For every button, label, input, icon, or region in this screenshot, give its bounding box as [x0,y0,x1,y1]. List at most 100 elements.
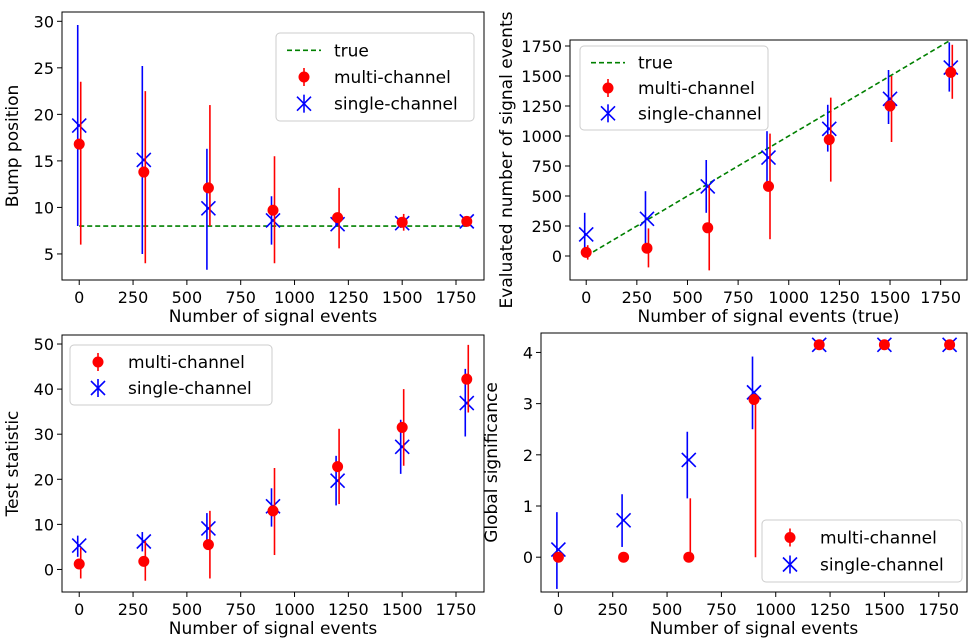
y-tick-label: 25 [34,59,54,78]
x-axis-label: Number of signal events [169,619,378,639]
legend: multi-channel single-channel [761,519,963,583]
x-tick-label: 1750 [920,288,961,307]
x-tick-label: 1250 [328,288,369,307]
data-point-b [394,439,410,455]
y-tick-label: 500 [531,187,562,206]
legend-swatch-marker [784,532,796,543]
data-point [702,222,714,234]
data-point-b [639,211,655,227]
y-tick-label: 0 [44,560,54,579]
panel-3: 0 250 500 750 1000 1250 1500 1750 0 10 20 30 40 50 Num… [3,334,485,639]
x-tick-label: 250 [118,288,149,307]
legend-box [761,519,963,583]
data-point-b [760,150,777,166]
legend: true multi-channel single-channel [579,45,769,131]
data-point [813,339,825,351]
legend-label: multi-channel [334,68,451,88]
x-tick-label: 1750 [436,288,477,307]
panel-4: 0 250 500 750 1000 1250 1500 1750 0 1 2 3 4 Number of… [482,332,968,639]
x-tick-label: 1000 [755,600,796,619]
multi-channel-series [73,344,473,581]
legend-swatch-marker-b [600,105,616,121]
single-channel-series [550,337,958,589]
x-tick-label: 1500 [382,288,423,307]
axes-frame [61,334,485,593]
data-point [73,138,85,150]
x-tick-label: 1000 [274,288,315,307]
legend-swatch-marker-b [782,556,798,573]
y-tick-label: 40 [34,380,54,399]
y-axis-label: Global significance [482,382,502,543]
x-tick-label: 1000 [768,288,809,307]
legend-label: multi-channel [638,79,755,99]
data-point [267,505,279,517]
x-axis-label: Number of signal events [650,619,859,639]
x-tick-label: 1000 [274,600,315,619]
x-tick-label: 500 [172,600,203,619]
x-tick-label: 1500 [382,600,423,619]
legend-box [69,344,273,406]
x-tick-label: 0 [581,288,591,307]
x-tick-label: 250 [597,600,628,619]
data-point [683,551,695,563]
data-point [332,212,344,224]
multi-channel-series [580,44,957,271]
data-point [552,551,564,563]
y-axis-label: Evaluated number of signal events [497,11,517,308]
y-tick-label: 10 [34,198,54,217]
x-tick-label: 1750 [918,600,959,619]
multi-channel-series [552,339,956,563]
data-point [461,215,473,227]
data-point [138,166,150,178]
x-tick-label: 1250 [819,288,860,307]
y-tick-label: 2 [523,446,533,465]
x-tick-label: 750 [225,600,256,619]
data-point-b [136,152,152,168]
data-point-b [265,212,281,229]
axes-frame [61,11,485,281]
data-point [202,539,214,551]
data-point [823,134,835,146]
axes-frame [569,39,968,281]
legend-label: single-channel [334,95,458,115]
legend-box [579,45,769,131]
y-tick-label: 1750 [521,37,562,56]
y-tick-label: 1500 [521,67,562,86]
legend-box [275,32,475,122]
legend-label: true [334,41,369,61]
y-tick-label: 3 [523,395,533,414]
legend-swatch-marker [92,356,104,368]
data-point [618,551,630,563]
data-point [748,394,760,406]
data-point-b [821,121,837,137]
y-tick-label: 15 [34,152,54,171]
single-channel-series [578,42,959,256]
data-point-b [71,537,87,554]
x-axis-label: Number of signal events (true) [637,307,899,327]
legend-label: multi-channel [128,353,245,373]
panel-2: 0 250 500 750 1000 1250 1500 1750 0 250 500 750 1000… [497,11,968,327]
data-point [73,558,85,570]
legend-label: single-channel [128,379,252,399]
data-point [396,421,408,433]
data-point [396,216,408,228]
data-point-b [550,541,566,558]
x-tick-label: 750 [225,288,256,307]
x-tick-label: 500 [672,288,703,307]
legend-swatch-marker-b [90,380,106,396]
y-tick-label: 0 [552,247,562,266]
x-tick-label: 1750 [436,600,477,619]
y-tick-label: 1000 [521,127,562,146]
x-tick-label: 1250 [328,600,369,619]
x-tick-label: 0 [74,288,84,307]
data-point-b [136,533,152,550]
legend-label: multi-channel [820,529,937,549]
data-point [763,180,774,192]
data-point-b [200,200,216,216]
y-tick-label: 5 [44,245,54,264]
y-tick-label: 20 [34,105,54,124]
x-tick-label: 0 [74,600,84,619]
legend-swatch-marker [602,82,614,94]
y-axis-label: Bump position [3,85,23,208]
